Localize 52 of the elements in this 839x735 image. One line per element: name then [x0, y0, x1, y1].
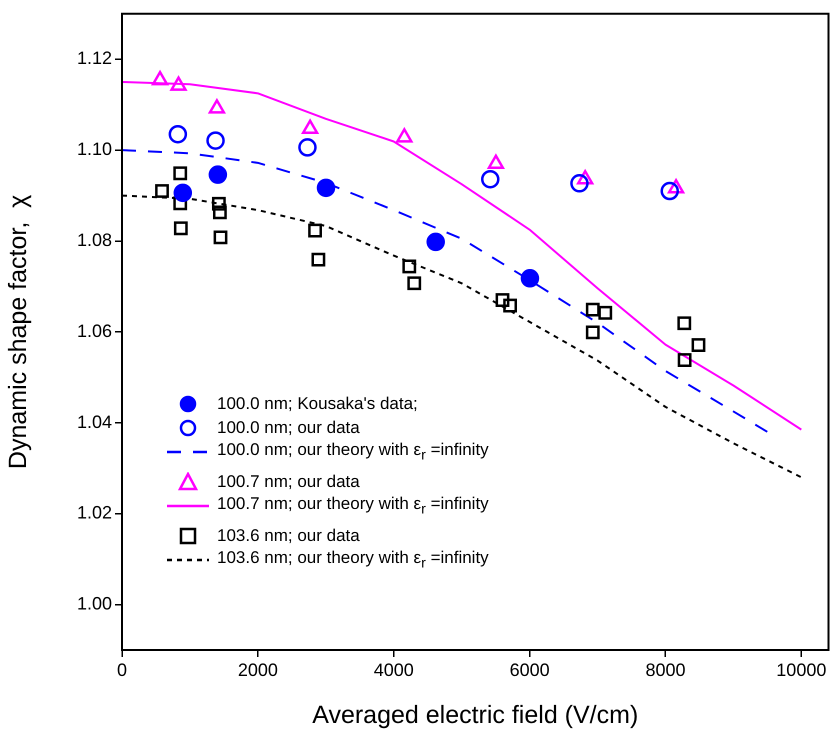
- x-tick-label: 4000: [374, 660, 414, 680]
- point: [208, 165, 228, 184]
- point: [174, 221, 188, 236]
- point: [212, 196, 226, 211]
- point: [586, 325, 600, 340]
- point: [520, 269, 540, 288]
- point: [311, 252, 326, 267]
- point: [692, 338, 706, 352]
- point: [426, 232, 445, 252]
- point: [212, 205, 227, 220]
- point: [678, 353, 692, 367]
- x-tick-label: 0: [116, 660, 128, 680]
- legend-label: 100.0 nm; Kousaka's data;: [217, 394, 418, 414]
- legend-label: 100.7 nm; our data: [217, 472, 360, 492]
- point: [586, 302, 600, 317]
- point: [402, 260, 416, 274]
- point: [598, 306, 612, 320]
- x-tick-label: 10000: [776, 660, 826, 680]
- x-tick-label: 8000: [645, 660, 686, 680]
- point: [407, 276, 422, 290]
- y-tick-label: 1.06: [76, 320, 112, 341]
- y-tick-label: 1.12: [76, 48, 112, 68]
- point: [214, 230, 228, 244]
- point: [206, 131, 225, 150]
- point: [481, 170, 500, 188]
- point: [677, 316, 692, 330]
- y-tick-label: 1.02: [76, 502, 112, 523]
- point: [308, 224, 322, 238]
- x-tick-label: 2000: [238, 660, 278, 680]
- x-tick-label: 6000: [510, 660, 550, 680]
- point: [173, 196, 188, 210]
- y-tick-label: 1.04: [76, 412, 112, 432]
- point: [496, 293, 510, 307]
- y-tick-label: 1.08: [76, 230, 112, 250]
- point: [660, 182, 679, 200]
- point: [174, 184, 192, 202]
- x-axis-title: Averaged electric field (V/cm): [312, 700, 638, 729]
- y-axis-title: Dynamic shape factor, χ: [4, 194, 32, 470]
- legend-label: 100.7 nm; our theory with ε$_{r}$ =infinity: [217, 494, 489, 518]
- point: [298, 138, 317, 157]
- point: [173, 166, 188, 180]
- legend-label: 103.6 nm; our data: [217, 526, 360, 546]
- point: [316, 178, 336, 198]
- legend-label: 100.0 nm; our data: [217, 418, 360, 438]
- y-tick-label: 1.10: [76, 139, 112, 160]
- legend-label: 100.0 nm; our theory with ε$_{r}$ =infinity: [217, 440, 489, 464]
- point: [503, 298, 518, 312]
- point: [570, 174, 589, 193]
- legend-label: 103.6 nm; our theory with ε$_{r}$ =infinity: [217, 548, 489, 572]
- point: [155, 184, 169, 198]
- point: [168, 124, 188, 144]
- y-tick-label: 1.00: [76, 594, 112, 614]
